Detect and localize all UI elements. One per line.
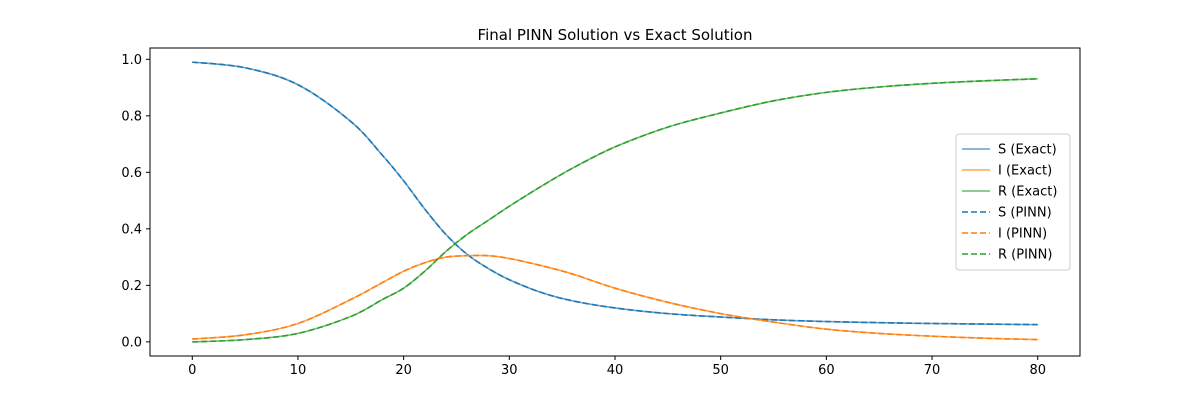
y-tick-label: 0.0 [121, 335, 142, 350]
x-tick-label: 0 [188, 363, 196, 378]
legend-label: S (PINN) [998, 206, 1052, 221]
legend-box [955, 133, 1071, 271]
series-line-s-pinn [192, 61, 1038, 326]
x-tick-label: 20 [395, 363, 412, 378]
x-tick-label: 70 [924, 363, 941, 378]
legend-label: R (PINN) [998, 248, 1052, 263]
x-tick-label: 30 [501, 363, 518, 378]
legend-label: I (PINN) [998, 227, 1047, 242]
legend: S (Exact) I (Exact) R (Exact) S (PINN) I (PI… [955, 133, 1071, 271]
plot-frame [149, 47, 1081, 357]
chart-title: Final PINN Solution vs Exact Solution [478, 26, 753, 44]
y-tick-label: 0.8 [121, 109, 142, 124]
series-line-r-exact [192, 78, 1038, 343]
x-tick-label: 80 [1029, 363, 1046, 378]
legend-label: I (Exact) [998, 164, 1052, 179]
y-tick-label: 0.6 [121, 166, 142, 181]
y-tick-label: 1.0 [121, 53, 142, 68]
legend-label: S (Exact) [998, 143, 1057, 158]
y-axis: 0.0 0.2 0.4 0.6 0.8 1.0 [121, 53, 150, 350]
x-tick-label: 40 [607, 363, 624, 378]
x-axis: 0 10 20 30 40 50 60 70 80 [188, 356, 1046, 378]
series-line-r-pinn [192, 78, 1038, 343]
plot-lines [192, 61, 1038, 343]
legend-label: R (Exact) [998, 185, 1057, 200]
series-line-s-exact [192, 61, 1038, 326]
y-tick-label: 0.4 [121, 222, 142, 237]
x-tick-label: 50 [712, 363, 729, 378]
x-tick-label: 10 [290, 363, 307, 378]
y-tick-label: 0.2 [121, 279, 142, 294]
x-tick-label: 60 [818, 363, 835, 378]
series-line-i-pinn [192, 254, 1038, 341]
